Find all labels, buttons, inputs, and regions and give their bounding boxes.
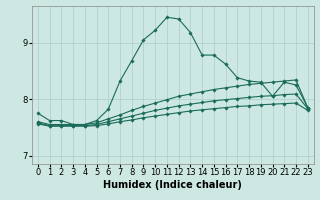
X-axis label: Humidex (Indice chaleur): Humidex (Indice chaleur) (103, 180, 242, 190)
